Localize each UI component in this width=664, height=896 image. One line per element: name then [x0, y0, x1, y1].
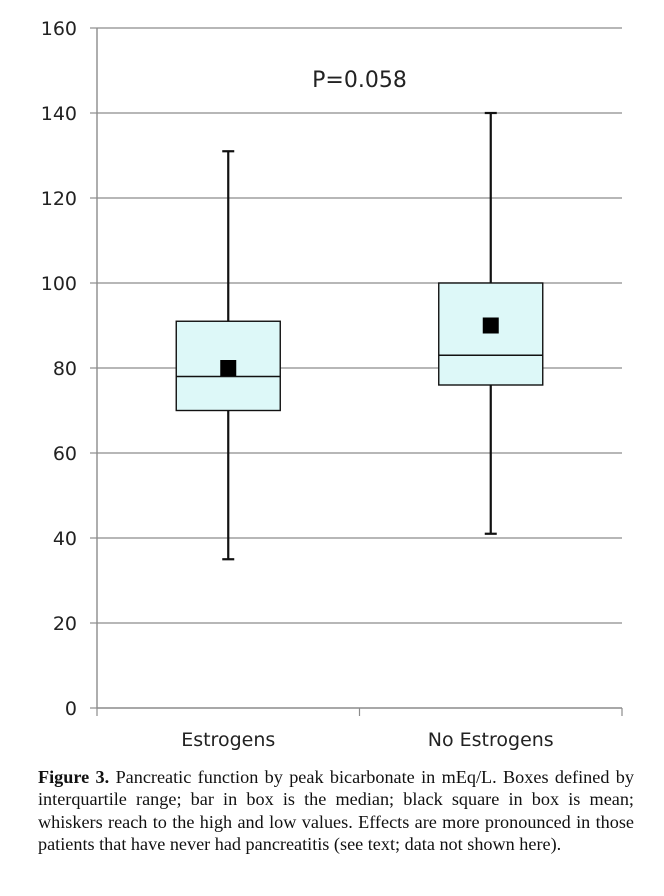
box-group	[175, 150, 281, 561]
iqr-box	[438, 282, 544, 386]
y-tick-label: 140	[41, 103, 77, 125]
y-tick-label: 120	[41, 188, 77, 210]
mean-marker	[482, 317, 499, 334]
x-category-label: Estrogens	[181, 729, 275, 751]
y-tick-label: 40	[53, 528, 77, 550]
axis-labels: 0 20 40 60 80 100 120 140 160 Estrogens No Estroge…	[41, 18, 554, 751]
annotations: P=0.058	[312, 68, 407, 93]
y-tick-label: 20	[53, 613, 77, 635]
box-group	[438, 111, 544, 535]
y-tick-label: 0	[65, 698, 77, 720]
y-tick-label: 100	[41, 273, 77, 295]
mean-marker	[220, 360, 237, 376]
box-series	[175, 111, 544, 561]
y-tick-label: 160	[41, 18, 77, 40]
figure-caption: Figure 3. Pancreatic function by peak bi…	[38, 766, 634, 856]
x-category-label: No Estrogens	[428, 729, 554, 751]
figure-caption-text: Pancreatic function by peak bicarbonate …	[38, 767, 634, 855]
y-tick-label: 80	[53, 358, 77, 380]
y-tick-label: 60	[53, 443, 77, 465]
axes	[90, 27, 623, 716]
figure-label: Figure 3.	[38, 767, 110, 787]
p-value-annotation: P=0.058	[312, 68, 407, 93]
box-plot-chart: 0 20 40 60 80 100 120 140 160 Estrogens No Estroge…	[41, 18, 623, 751]
